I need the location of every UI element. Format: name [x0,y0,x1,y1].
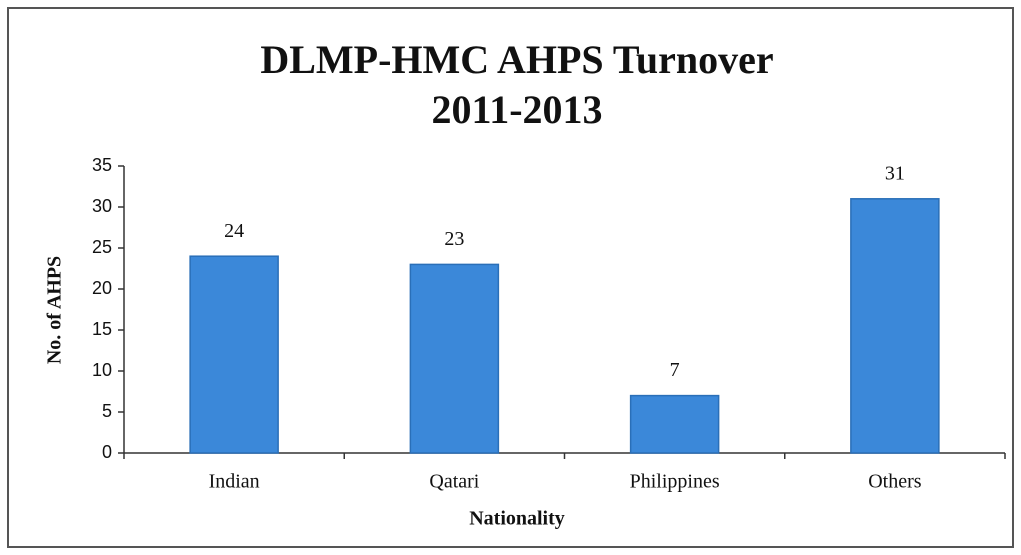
y-axis-title: No. of AHPS [44,256,66,364]
bar [409,263,500,454]
chart-frame [7,7,1014,548]
bar [189,255,279,454]
x-tick-label: Qatari [429,471,479,493]
bar [850,198,940,454]
chart-title: 2011-2013 [431,87,602,132]
y-tick-label: 20 [92,278,112,298]
x-tick-label: Philippines [630,471,720,493]
y-tick-label: 5 [102,401,112,421]
data-label: 24 [224,220,244,242]
y-tick-label: 10 [92,360,112,380]
y-tick-label: 35 [92,155,112,175]
data-label: 7 [670,359,680,381]
y-tick-label: 30 [92,196,112,216]
x-tick-label: Others [868,471,922,493]
x-axis-title: Nationality [469,508,565,530]
y-tick-label: 0 [102,442,112,462]
bar [629,394,720,454]
y-tick-label: 25 [92,237,112,257]
chart-title: DLMP-HMC AHPS Turnover [260,37,773,82]
x-tick-label: Indian [209,471,260,493]
data-label: 23 [444,228,464,250]
y-tick-label: 15 [92,319,112,339]
data-label: 31 [885,162,905,184]
